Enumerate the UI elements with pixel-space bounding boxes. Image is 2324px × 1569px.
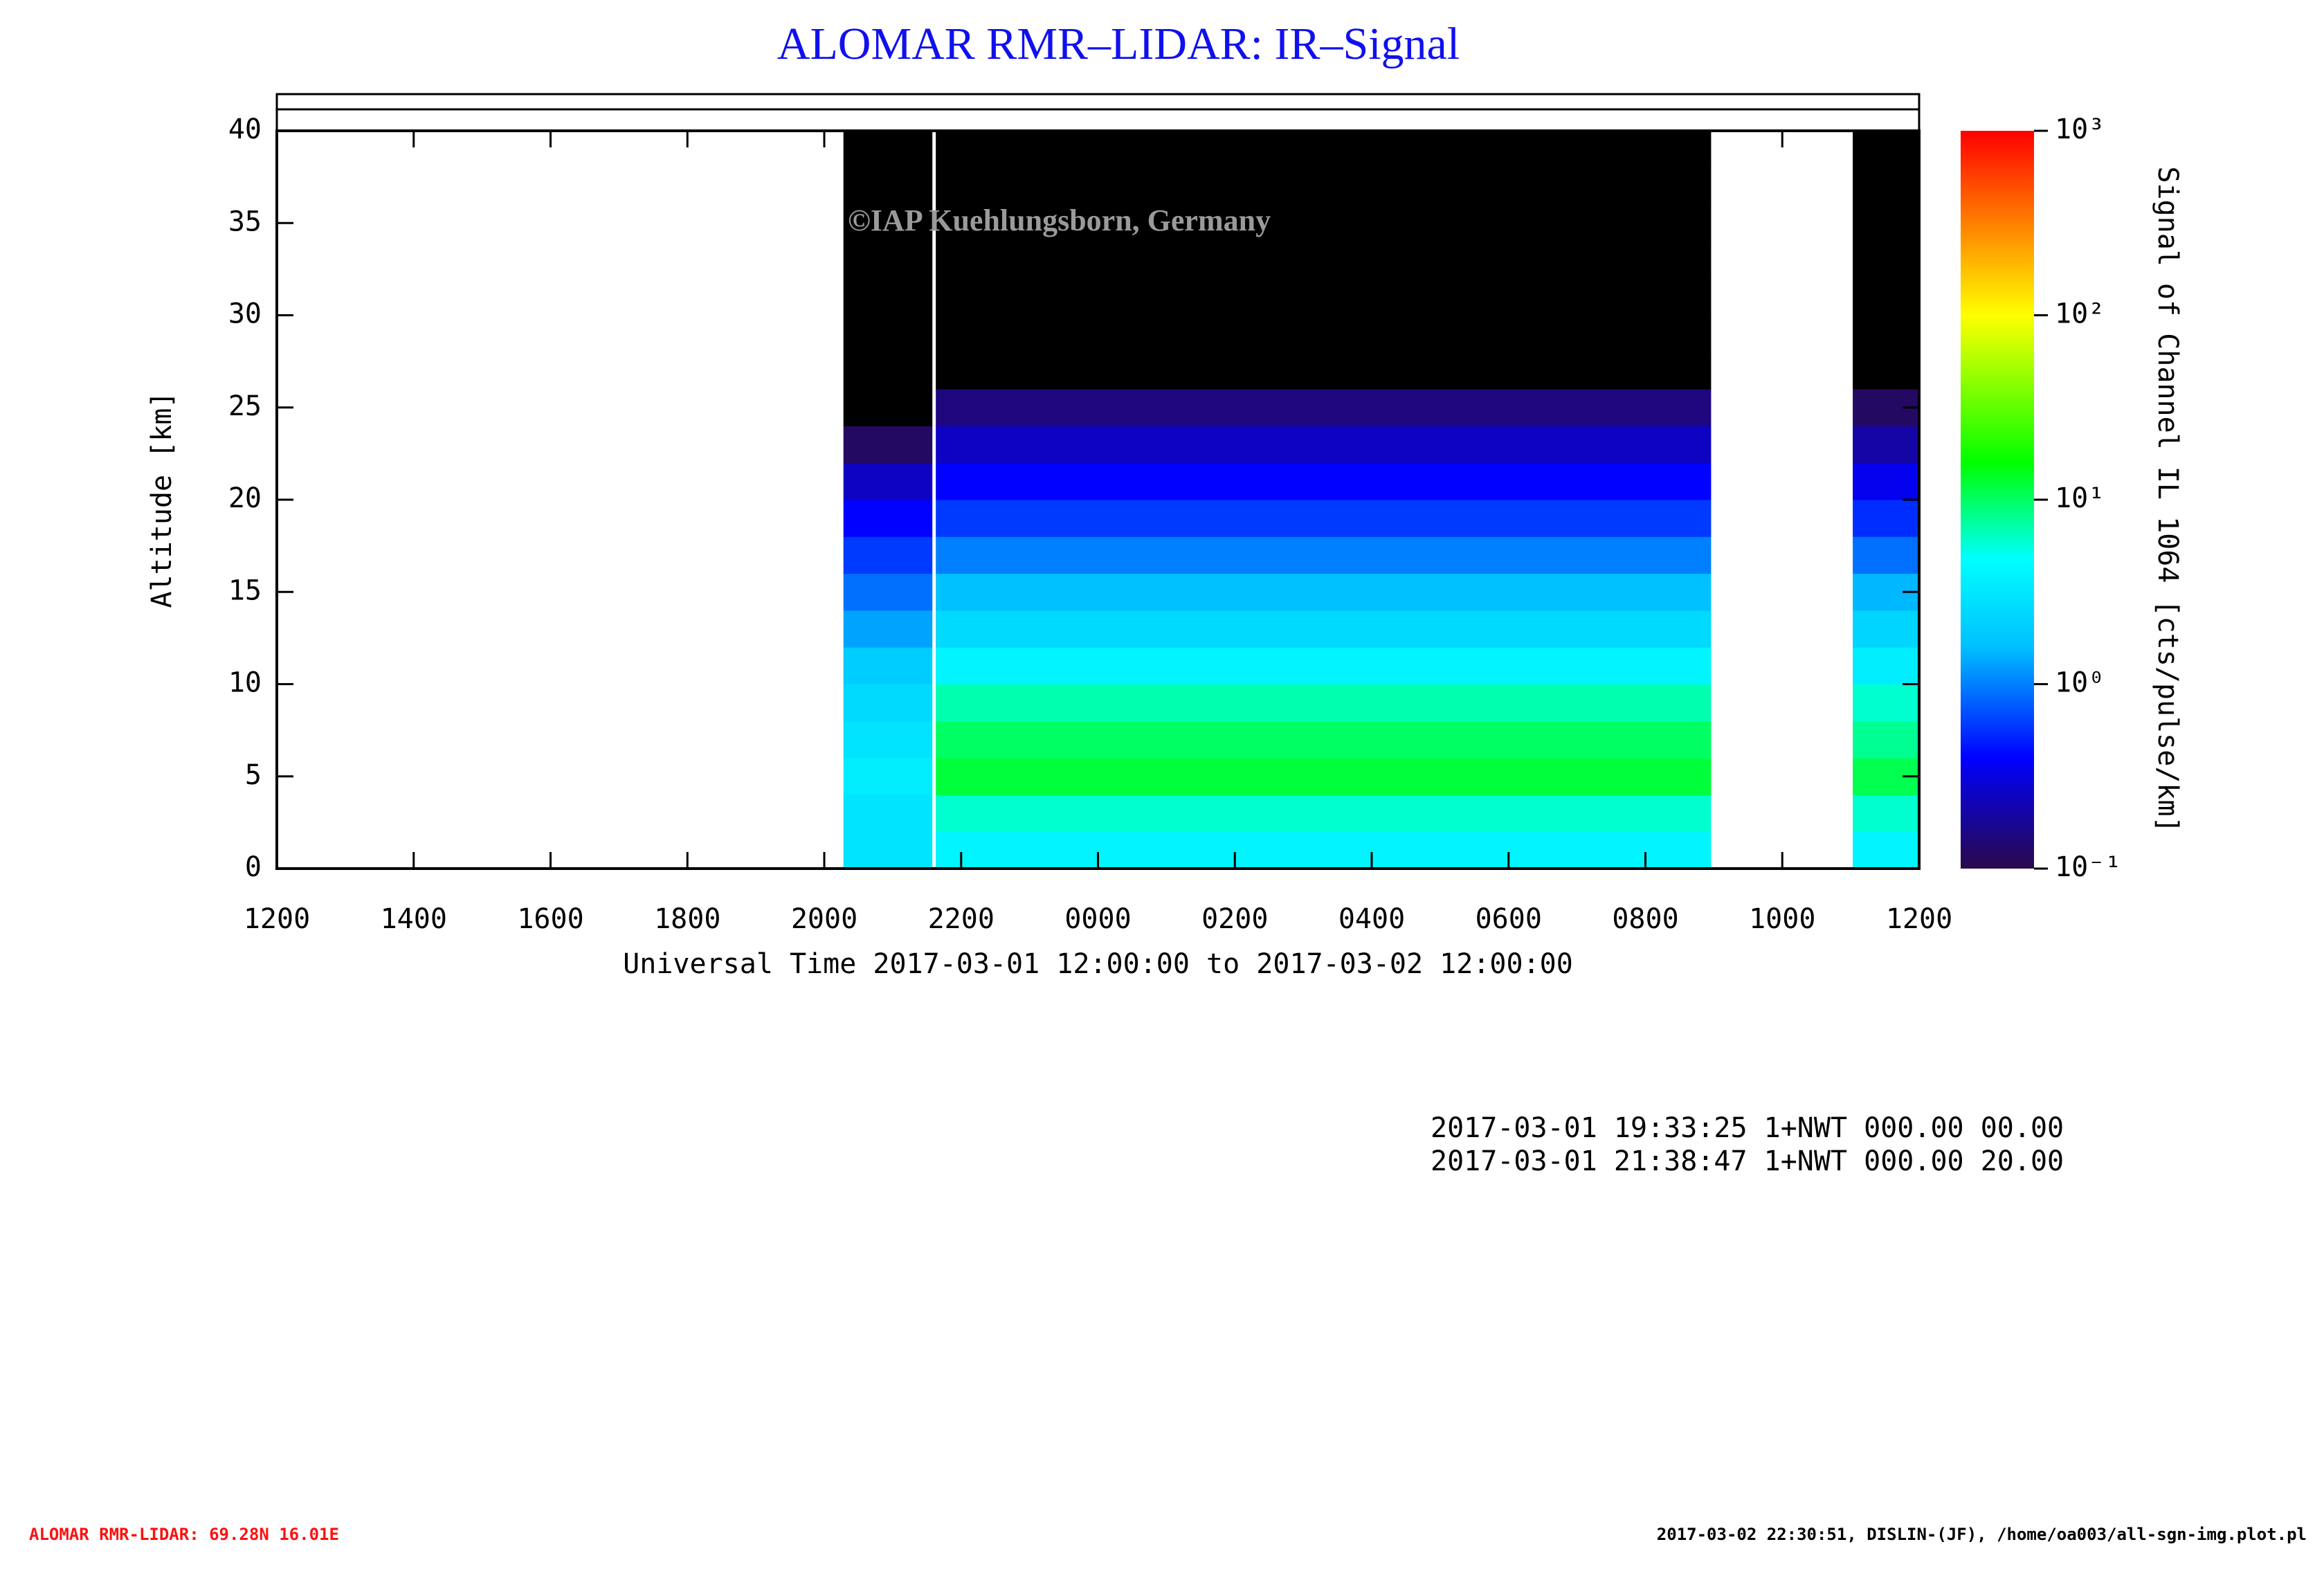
heat-cell — [1853, 131, 1919, 168]
heat-cell — [936, 684, 1712, 722]
heat-cell — [1853, 720, 1919, 759]
heat-cell — [843, 758, 933, 795]
x-tick-label: 0600 — [1476, 903, 1542, 935]
heat-cell — [843, 831, 933, 869]
x-tick-label: 1200 — [1886, 903, 1952, 935]
heat-cell — [843, 720, 933, 759]
heat-cell — [1853, 795, 1919, 833]
heat-cell — [1853, 241, 1919, 279]
heat-cell — [843, 500, 933, 537]
heat-cell — [843, 131, 933, 168]
heat-cell — [936, 131, 1712, 168]
x-tick-label: 1800 — [654, 903, 720, 935]
x-tick-label: 1000 — [1749, 903, 1815, 935]
heat-cell — [936, 647, 1712, 684]
x-axis-label: Universal Time 2017-03-01 12:00:00 to 20… — [623, 948, 1573, 980]
heat-cell — [1853, 647, 1919, 684]
heat-cell — [936, 462, 1712, 500]
colorbar-tick-label: 10³ — [2055, 114, 2105, 145]
heat-cell — [843, 610, 933, 648]
heat-cell — [936, 315, 1712, 353]
y-tick-label: 35 — [228, 206, 262, 237]
heat-cell — [936, 758, 1712, 795]
x-tick-label: 2200 — [928, 903, 995, 935]
heat-cell — [843, 462, 933, 500]
y-tick-label: 5 — [245, 759, 262, 791]
heat-cell — [843, 167, 933, 206]
heat-cell — [936, 831, 1712, 869]
heat-cell — [843, 795, 933, 833]
heat-cell — [1853, 352, 1919, 390]
x-tick-label: 0200 — [1201, 903, 1268, 935]
colorbar — [1961, 131, 2034, 869]
chart-title: ALOMAR RMR–LIDAR: IR–Signal — [777, 19, 1460, 69]
y-tick-label: 30 — [228, 298, 262, 330]
x-tick-label: 0400 — [1338, 903, 1405, 935]
y-axis-label: Altitude [km] — [146, 391, 178, 608]
heat-cell — [843, 684, 933, 722]
x-tick-label: 1200 — [244, 903, 310, 935]
heat-cell — [936, 167, 1712, 206]
heat-cell — [936, 573, 1712, 611]
y-tick-label: 10 — [228, 667, 262, 699]
x-tick-label: 0800 — [1612, 903, 1678, 935]
footer-right: 2017-03-02 22:30:51, DISLIN-(JF), /home/… — [1657, 1525, 2307, 1544]
heat-cell — [843, 241, 933, 279]
heat-cell — [936, 204, 1712, 242]
heat-cell — [1853, 167, 1919, 206]
heat-cell — [1853, 278, 1919, 316]
heat-cell — [936, 720, 1712, 759]
footer-left: ALOMAR RMR-LIDAR: 69.28N 16.01E — [29, 1525, 339, 1544]
heat-cell — [843, 426, 933, 464]
x-tick-label: 0000 — [1064, 903, 1131, 935]
heat-cell — [1853, 684, 1919, 722]
colorbar-tick-label: 10⁻¹ — [2055, 851, 2121, 883]
heat-cell — [1853, 462, 1919, 500]
colorbar-tick-label: 10² — [2055, 298, 2105, 330]
watermark: ©IAP Kuehlungsborn, Germany — [848, 203, 1271, 237]
colorbar-tick-label: 10⁰ — [2055, 667, 2105, 699]
heat-cell — [1853, 315, 1919, 353]
heat-cell — [843, 352, 933, 390]
y-tick-label: 20 — [228, 482, 262, 514]
heat-cell — [1853, 426, 1919, 464]
y-tick-label: 15 — [228, 574, 262, 606]
note: 2017-03-01 21:38:47 1+NWT 000.00 20.00 — [1431, 1145, 2064, 1177]
heat-cell — [1853, 831, 1919, 869]
heat-cell — [936, 278, 1712, 316]
heat-cell — [843, 389, 933, 426]
heat-cell — [936, 536, 1712, 574]
y-tick-label: 25 — [228, 390, 262, 422]
heat-cell — [843, 573, 933, 611]
heat-cell — [936, 241, 1712, 279]
heat-cell — [1853, 610, 1919, 648]
x-tick-label: 2000 — [791, 903, 857, 935]
y-tick-label: 0 — [245, 851, 262, 883]
heat-cell — [843, 647, 933, 684]
status-strip — [275, 93, 1921, 132]
heat-cell — [936, 610, 1712, 648]
x-tick-label: 1400 — [381, 903, 447, 935]
heat-cell — [1853, 500, 1919, 537]
heat-cell — [936, 426, 1712, 464]
heat-cell — [936, 389, 1712, 426]
heat-cell — [936, 352, 1712, 390]
y-tick-label: 40 — [228, 114, 262, 145]
x-tick-label: 1600 — [517, 903, 583, 935]
heat-cell — [843, 315, 933, 353]
heat-cell — [843, 536, 933, 574]
colorbar-label: Signal of Channel IL 1064 [cts/pulse/km] — [2152, 166, 2184, 833]
heat-cell — [843, 204, 933, 242]
heat-cell — [843, 278, 933, 316]
heat-cell — [1853, 536, 1919, 574]
heat-cell — [936, 795, 1712, 833]
heat-cell — [936, 500, 1712, 537]
note: 2017-03-01 19:33:25 1+NWT 000.00 00.00 — [1431, 1112, 2064, 1144]
colorbar-tick-label: 10¹ — [2055, 482, 2105, 514]
